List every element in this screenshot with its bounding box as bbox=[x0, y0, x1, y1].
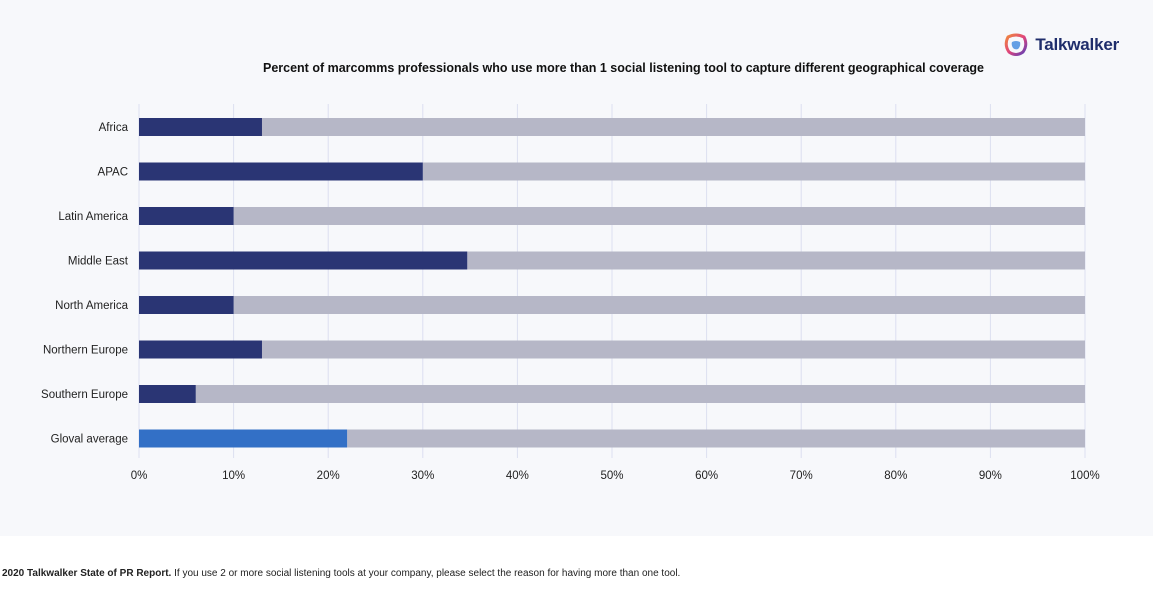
x-tick-label: 90% bbox=[979, 470, 1002, 482]
brand-name: Talkwalker bbox=[1035, 35, 1119, 54]
bar-average bbox=[139, 429, 348, 448]
brand-logo: Talkwalker bbox=[1003, 32, 1119, 58]
x-tick-label: 40% bbox=[506, 470, 529, 482]
category-label: Southern Europe bbox=[41, 389, 128, 401]
x-axis-ticks: 0% 10% 20% 30% 40% 50% 60% 70% 80% 90% 100% bbox=[131, 470, 1100, 482]
category-label: Northern Europe bbox=[43, 345, 128, 357]
category-label: Latin America bbox=[58, 211, 128, 223]
x-tick-label: 70% bbox=[790, 470, 813, 482]
bar-remainder bbox=[422, 162, 1085, 181]
footnote: 2020 Talkwalker State of PR Report. If y… bbox=[2, 568, 680, 579]
x-tick-label: 60% bbox=[695, 470, 718, 482]
talkwalker-logo-icon bbox=[1005, 33, 1028, 56]
bar-value bbox=[139, 385, 196, 403]
x-tick-label: 100% bbox=[1070, 470, 1099, 482]
bar-value bbox=[139, 118, 262, 136]
bar-remainder bbox=[261, 118, 1086, 136]
bar-remainder bbox=[195, 385, 1085, 403]
category-label: Gloval average bbox=[51, 434, 128, 446]
bars bbox=[139, 118, 1086, 448]
category-labels: Africa APAC Latin America Middle East North … bbox=[41, 122, 129, 446]
x-tick-label: 20% bbox=[317, 470, 340, 482]
bar-value bbox=[139, 207, 234, 225]
bar-remainder bbox=[467, 251, 1086, 270]
bar-value bbox=[139, 296, 234, 314]
x-tick-label: 30% bbox=[411, 470, 434, 482]
x-tick-label: 0% bbox=[131, 470, 148, 482]
bar-value bbox=[139, 251, 468, 270]
x-tick-label: 50% bbox=[600, 470, 623, 482]
footnote-question: If you use 2 or more social listening to… bbox=[171, 568, 681, 579]
x-tick-label: 10% bbox=[222, 470, 245, 482]
bar-remainder bbox=[233, 207, 1086, 225]
x-tick-label: 80% bbox=[884, 470, 907, 482]
bar-remainder bbox=[261, 340, 1086, 359]
category-label: Africa bbox=[99, 122, 129, 134]
footnote-source: 2020 Talkwalker State of PR Report. bbox=[2, 568, 172, 579]
bar-remainder bbox=[233, 296, 1086, 314]
category-label: North America bbox=[55, 300, 128, 312]
gridlines bbox=[138, 104, 1086, 458]
category-label: Middle East bbox=[68, 256, 129, 268]
bar-chart: Africa APAC Latin America Middle East North … bbox=[41, 104, 1100, 482]
bar-remainder bbox=[347, 429, 1085, 448]
category-label: APAC bbox=[98, 167, 128, 179]
chart-title: Percent of marcomms professionals who us… bbox=[262, 61, 984, 75]
bar-value bbox=[139, 162, 423, 181]
bar-value bbox=[139, 340, 262, 359]
